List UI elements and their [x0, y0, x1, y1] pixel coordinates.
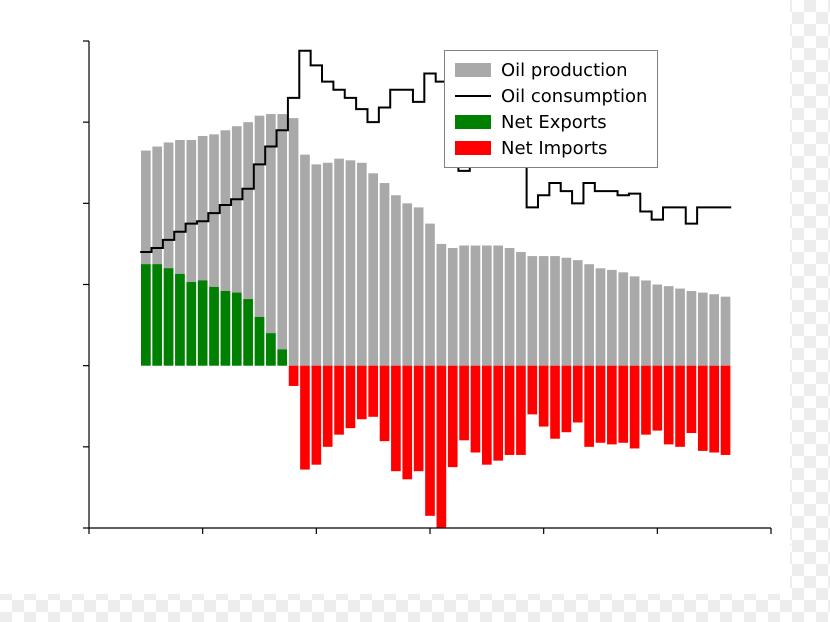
legend-item: Oil consumption: [455, 83, 647, 109]
legend-label: Oil production: [501, 60, 628, 81]
legend-label: Oil consumption: [501, 86, 647, 107]
legend-swatch: [455, 115, 491, 129]
legend-label: Net Exports: [501, 112, 607, 133]
legend-item: Net Exports: [455, 109, 647, 135]
legend-item: Net Imports: [455, 135, 647, 161]
chart-plot: [0, 0, 830, 622]
legend-line: [455, 95, 491, 97]
legend-item: Oil production: [455, 57, 647, 83]
legend: Oil production Oil consumption Net Exports…: [444, 50, 658, 168]
legend-swatch: [455, 141, 491, 155]
legend-label: Net Imports: [501, 138, 607, 159]
legend-swatch: [455, 63, 491, 77]
